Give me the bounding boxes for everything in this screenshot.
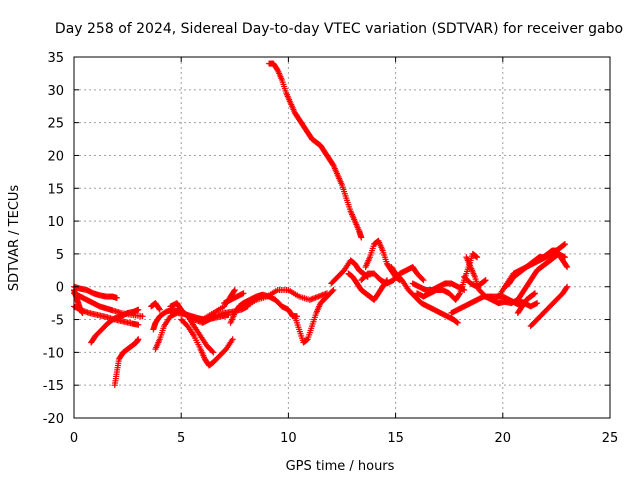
- y-tick-label: -15: [43, 379, 64, 394]
- series-s25: [448, 293, 526, 316]
- y-tick-label: 5: [56, 248, 64, 263]
- data-point: [330, 287, 337, 294]
- y-axis-title: SDTVAR / TECUs: [7, 185, 22, 292]
- y-tick-label: 10: [47, 215, 64, 230]
- series-s29: [512, 250, 571, 307]
- data-point: [231, 287, 238, 294]
- data-point-interp: [419, 276, 426, 283]
- series-s2: [71, 290, 146, 320]
- data-point: [156, 306, 163, 313]
- data-point-interp: [156, 305, 163, 312]
- data-point: [139, 313, 146, 320]
- data-point: [229, 336, 236, 343]
- data-point: [531, 290, 538, 297]
- data-point: [564, 283, 571, 290]
- series-s8: [148, 300, 163, 313]
- y-tick-label: -20: [43, 412, 64, 427]
- data-point: [564, 264, 571, 271]
- series-s11: [178, 316, 236, 369]
- series-s4: [71, 287, 86, 316]
- y-tick-label: 0: [56, 281, 64, 296]
- ticks: [73, 56, 611, 419]
- series-s6: [111, 336, 142, 389]
- series-s5: [88, 306, 142, 346]
- series-s31: [514, 290, 538, 316]
- series-s20: [358, 264, 427, 287]
- data-point: [135, 321, 142, 328]
- x-tick-label: 15: [387, 431, 404, 446]
- series-s10: [167, 300, 217, 356]
- x-axis-title: GPS time / hours: [286, 459, 395, 474]
- tick-labels: 0 5 10 15 20 25 -20 -15 -10 -5 0 5 10 15 20 25 30 35: [43, 51, 619, 446]
- data-point: [358, 234, 365, 241]
- y-tick-label: 20: [47, 149, 64, 164]
- data-point: [135, 306, 142, 313]
- x-tick-label: 25: [602, 431, 619, 446]
- y-tick-label: 30: [47, 84, 64, 99]
- data-point: [454, 319, 461, 326]
- data-point-interp: [563, 284, 570, 291]
- x-tick-label: 5: [177, 431, 185, 446]
- data-point: [482, 277, 489, 284]
- series-s14: [242, 287, 330, 310]
- y-tick-label: 25: [47, 117, 64, 132]
- series-s21: [388, 264, 461, 326]
- plot-frame: [73, 56, 611, 419]
- data-point-interp: [456, 291, 463, 298]
- y-tick-label: -10: [43, 346, 64, 361]
- series-layer: [71, 60, 571, 389]
- series-s15: [291, 287, 337, 346]
- x-tick-label: 20: [495, 431, 512, 446]
- y-tick-label: -5: [51, 314, 64, 329]
- data-point: [79, 309, 86, 316]
- series-s9: [152, 303, 251, 353]
- data-point: [534, 300, 541, 307]
- data-point: [210, 349, 217, 356]
- data-point: [420, 277, 427, 284]
- data-point-interp: [231, 288, 238, 295]
- data-point: [113, 294, 120, 301]
- series-s16: [266, 60, 365, 241]
- x-tick-label: 10: [280, 431, 297, 446]
- y-tick-label: 15: [47, 182, 64, 197]
- data-point-interp: [209, 348, 216, 355]
- series-s12: [227, 291, 300, 326]
- data-point: [474, 254, 481, 261]
- data-point: [240, 290, 247, 297]
- grid: [74, 57, 610, 418]
- data-point-interp: [563, 262, 570, 269]
- data-point: [561, 241, 568, 248]
- series-s32: [221, 290, 247, 307]
- chart-title: Day 258 of 2024, Sidereal Day-to-day VTE…: [55, 21, 623, 37]
- series-s30: [527, 283, 571, 330]
- series-s26: [461, 273, 489, 290]
- data-point-interp: [329, 288, 336, 295]
- x-tick-label: 0: [70, 431, 78, 446]
- data-point: [135, 336, 142, 343]
- y-tick-label: 35: [47, 51, 64, 66]
- data-point: [461, 287, 468, 294]
